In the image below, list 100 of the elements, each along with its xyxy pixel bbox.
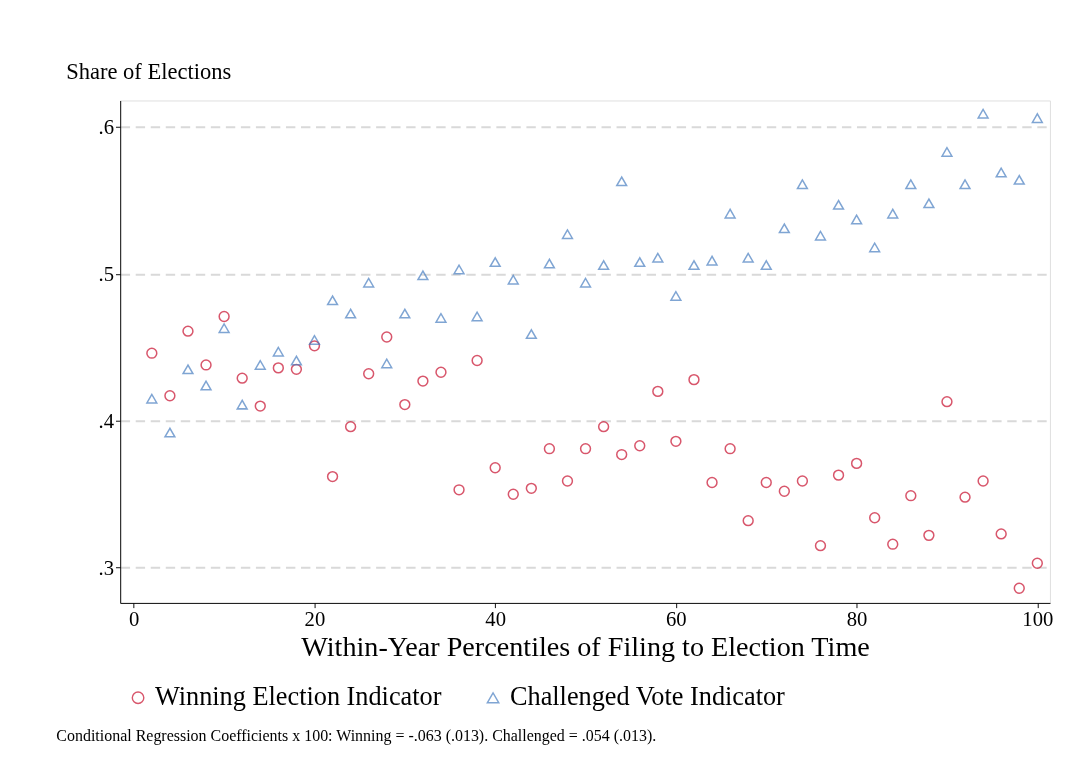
point <box>760 260 772 271</box>
point <box>742 515 754 527</box>
point <box>471 354 483 367</box>
point <box>887 208 899 219</box>
point <box>525 329 538 340</box>
point <box>1013 174 1025 185</box>
point <box>832 199 845 210</box>
point <box>236 399 248 410</box>
point <box>272 346 285 357</box>
point <box>814 230 827 241</box>
point <box>507 488 519 500</box>
point <box>688 373 700 386</box>
point <box>290 363 303 376</box>
point <box>1031 557 1043 569</box>
point <box>959 179 971 190</box>
point <box>814 539 827 552</box>
point <box>869 512 881 524</box>
point <box>561 475 574 487</box>
point <box>742 252 754 263</box>
point <box>850 214 863 225</box>
point <box>344 420 357 433</box>
point <box>471 311 483 322</box>
point <box>254 400 266 412</box>
point <box>995 167 1007 178</box>
point <box>959 491 971 503</box>
y-tick-label: .6 <box>98 115 115 138</box>
point <box>760 476 772 489</box>
point <box>706 255 718 266</box>
point <box>724 208 736 219</box>
point <box>543 258 556 269</box>
point <box>850 457 863 470</box>
point <box>182 364 194 375</box>
point <box>308 334 321 345</box>
point <box>218 323 230 334</box>
y-tick-label: .3 <box>98 556 115 579</box>
point <box>905 490 917 502</box>
x-axis-title: Within-Year Percentiles of Filing to Election Time <box>301 631 870 663</box>
point <box>796 179 809 190</box>
point <box>254 359 266 370</box>
point <box>778 485 790 497</box>
point <box>525 482 538 495</box>
point <box>652 385 664 398</box>
point <box>344 308 357 319</box>
point <box>489 462 501 474</box>
y-tick-label: .4 <box>98 409 115 432</box>
point <box>706 476 718 489</box>
point <box>146 347 158 359</box>
point <box>272 362 285 374</box>
point <box>290 355 303 366</box>
point <box>363 277 375 288</box>
point <box>796 475 809 487</box>
point <box>634 257 646 268</box>
point <box>435 366 447 378</box>
point <box>977 475 989 487</box>
point <box>1013 582 1025 594</box>
point <box>146 393 158 404</box>
point <box>218 310 230 323</box>
point <box>236 372 248 384</box>
point <box>616 176 628 187</box>
point <box>453 264 465 275</box>
point <box>941 146 953 157</box>
point <box>182 325 194 337</box>
point <box>489 257 501 268</box>
point <box>579 277 592 288</box>
point <box>724 443 736 455</box>
x-tick-label: 0 <box>129 607 140 630</box>
point <box>381 331 393 343</box>
x-tick-label: 60 <box>666 607 687 630</box>
point <box>164 427 176 438</box>
point <box>308 340 321 352</box>
point <box>561 229 574 240</box>
point <box>995 528 1007 540</box>
y-tick-label: .5 <box>98 262 115 285</box>
point <box>634 440 646 452</box>
point <box>832 469 845 481</box>
point <box>869 242 881 253</box>
point <box>164 390 176 402</box>
point <box>688 260 700 271</box>
point <box>417 375 429 387</box>
point <box>652 252 664 263</box>
point <box>670 290 682 301</box>
point <box>923 198 935 209</box>
point <box>326 470 339 483</box>
x-tick-label: 40 <box>485 607 506 630</box>
point <box>417 270 429 281</box>
point <box>778 223 790 234</box>
legend-label: Winning Election Indicator <box>154 682 442 712</box>
point <box>200 359 212 371</box>
point <box>616 448 628 461</box>
point <box>507 274 519 285</box>
point <box>543 443 556 455</box>
point <box>887 538 899 550</box>
point <box>977 108 989 119</box>
x-tick-label: 80 <box>846 607 868 630</box>
point <box>435 312 447 323</box>
point <box>597 260 610 271</box>
point <box>399 398 411 411</box>
point <box>326 295 339 306</box>
point <box>381 358 393 369</box>
x-tick-label: 20 <box>304 607 326 630</box>
